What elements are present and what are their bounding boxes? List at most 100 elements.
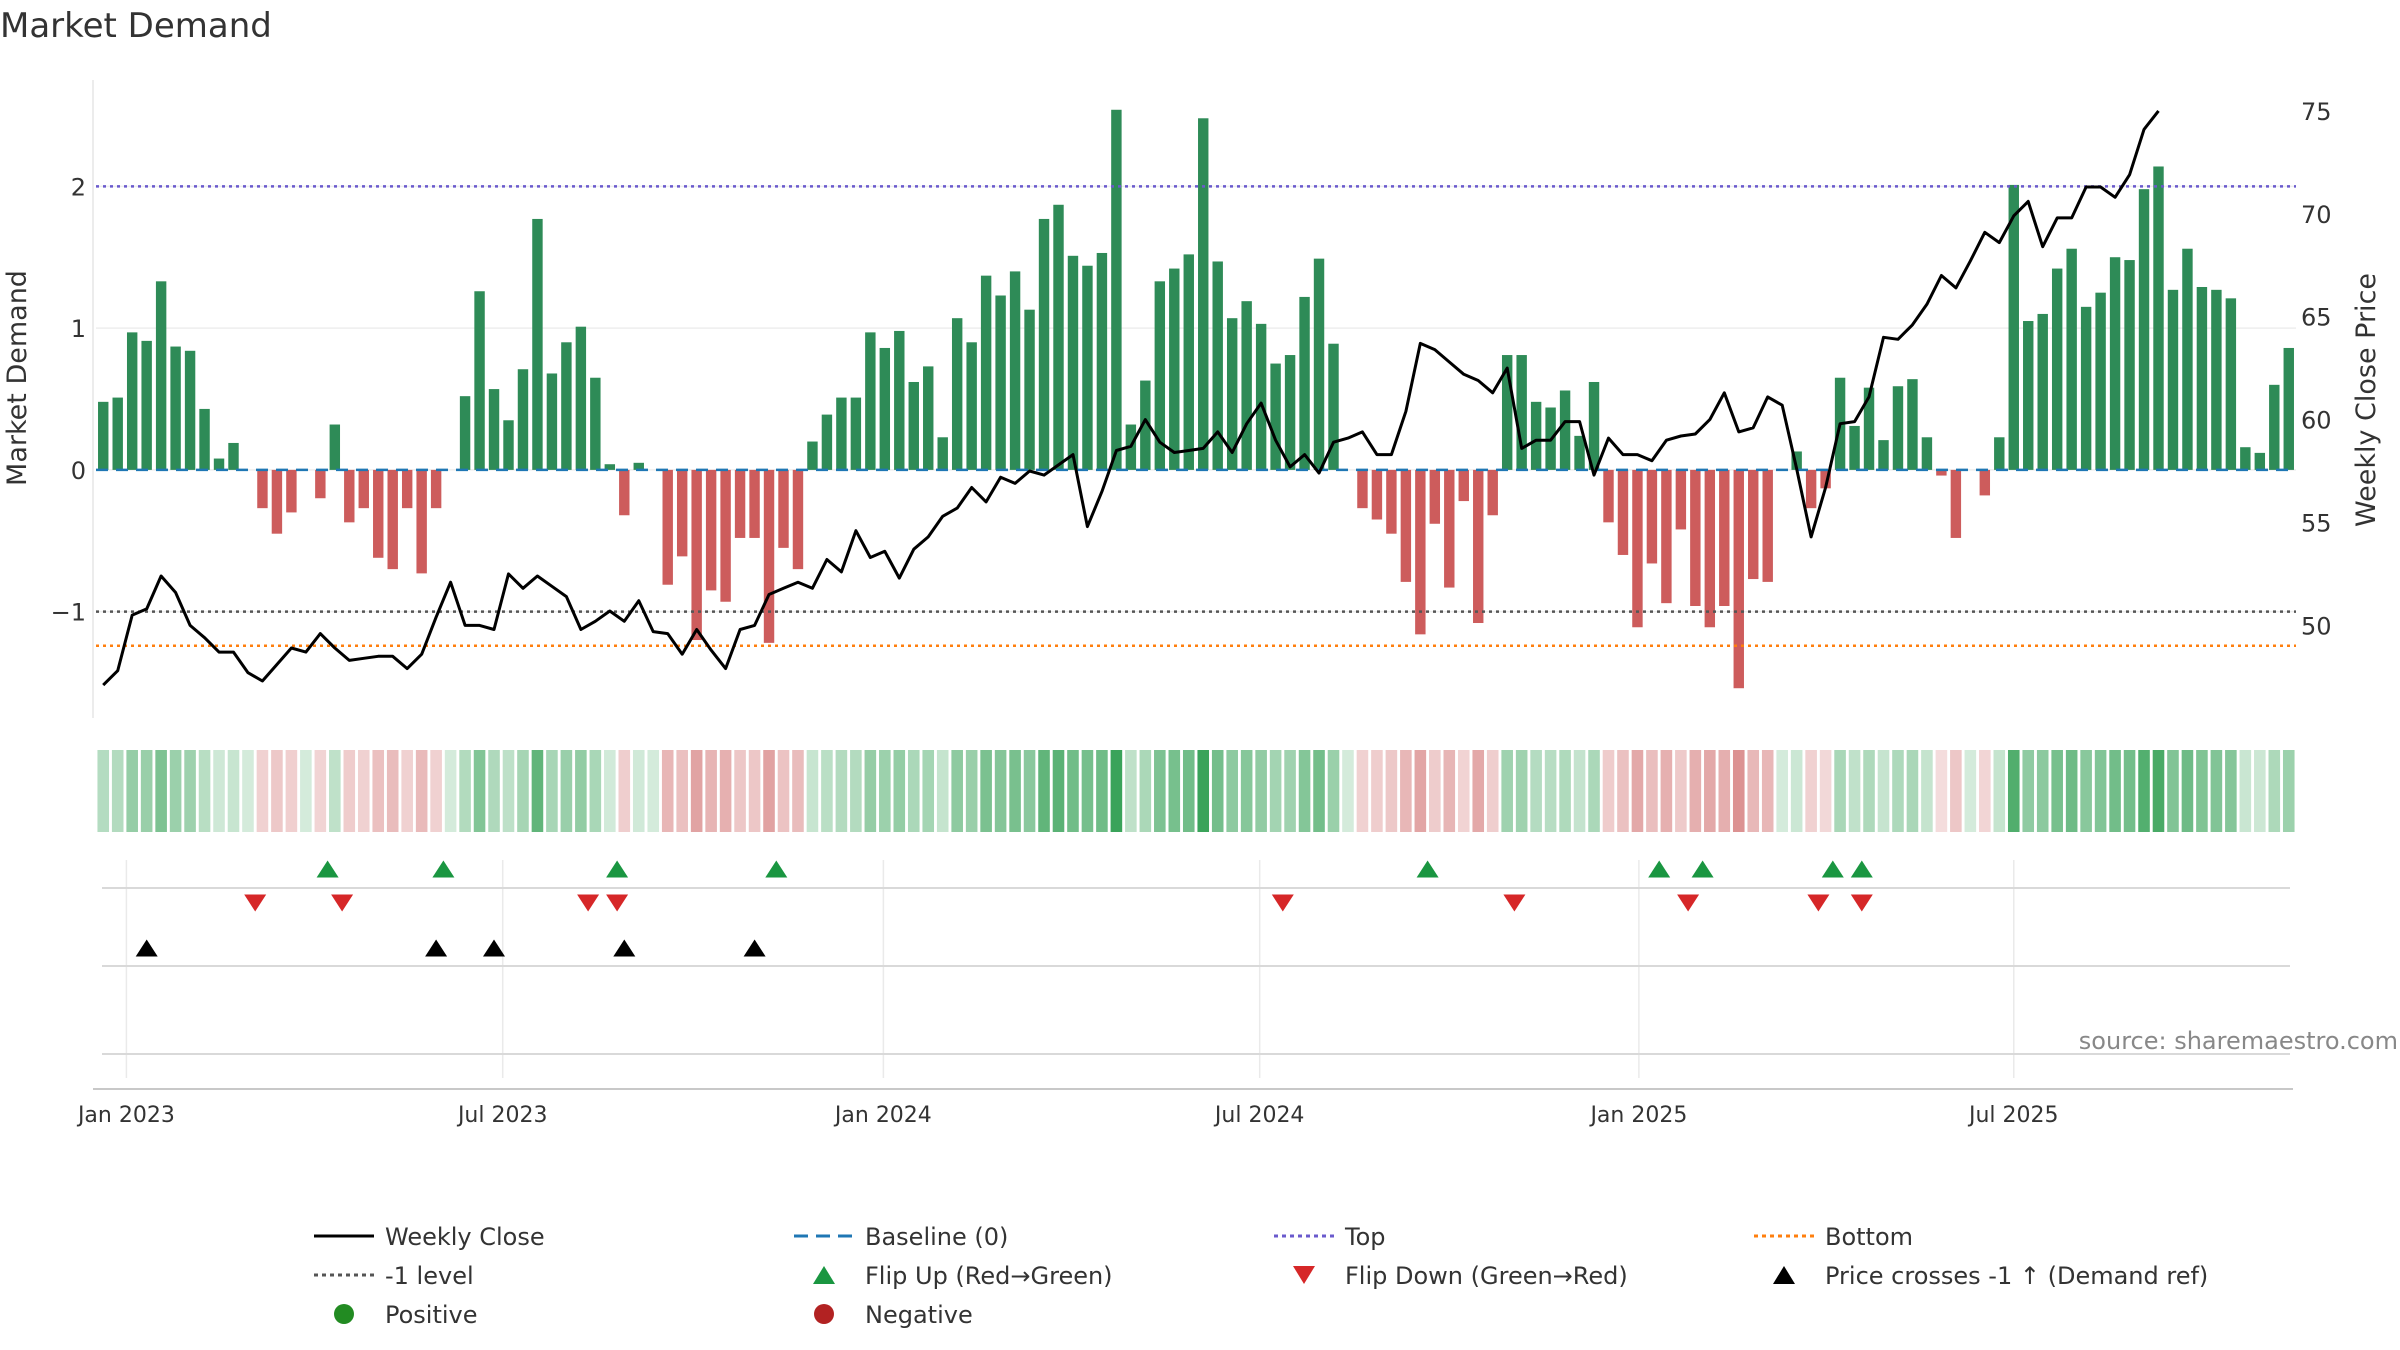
flip-up-marker	[606, 860, 629, 878]
demand-bar	[1646, 469, 1658, 564]
heat-cell	[748, 750, 761, 832]
demand-bar	[575, 326, 587, 470]
flip-up-marker	[432, 860, 455, 878]
legend-swatch	[813, 1266, 835, 1284]
y-tick-label: 2	[71, 173, 86, 201]
heat-cell	[864, 750, 877, 832]
demand-bar	[1487, 469, 1498, 516]
heat-cell	[1834, 750, 1846, 832]
heat-cell	[1125, 750, 1137, 832]
demand-bar	[488, 389, 500, 470]
heat-cell	[444, 750, 457, 832]
demand-bar	[2008, 184, 2019, 470]
heat-cell	[1921, 750, 1933, 832]
demand-bar	[1690, 469, 1701, 606]
heat-cell	[821, 750, 833, 832]
heat-cell	[1385, 750, 1398, 832]
heat-cell	[1327, 750, 1340, 832]
demand-bar	[2254, 452, 2266, 470]
demand-bar	[937, 437, 948, 470]
demand-bar	[1849, 425, 1860, 470]
demand-bar	[1386, 469, 1397, 534]
heat-cell	[1863, 750, 1875, 832]
heat-cell	[1096, 750, 1108, 832]
demand-bar	[879, 347, 891, 470]
source-label: source: sharemaestro.com	[2079, 1027, 2398, 1055]
flip-down-marker	[1850, 894, 1873, 912]
demand-bar	[1212, 261, 1223, 470]
demand-bar	[1603, 469, 1614, 523]
heat-cell	[2254, 750, 2266, 832]
demand-bar	[1559, 390, 1571, 470]
legend-label: Top	[1344, 1223, 1386, 1251]
demand-bar	[792, 469, 804, 570]
heat-cell	[1848, 750, 1861, 832]
demand-bar	[546, 373, 558, 470]
heat-cell	[705, 750, 717, 832]
heat-cell	[126, 750, 138, 832]
demand-bar	[662, 469, 673, 585]
demand-bar	[459, 396, 471, 470]
heat-cell	[1429, 750, 1441, 832]
demand-bar	[1313, 258, 1325, 470]
demand-bar	[2066, 248, 2077, 470]
demand-bar	[401, 469, 413, 509]
demand-bar	[865, 332, 876, 470]
gridlines	[96, 185, 2296, 1078]
demand-bar	[2023, 321, 2034, 470]
demand-bar	[1675, 469, 1687, 530]
heat-cell	[907, 750, 920, 832]
heat-cell	[198, 750, 211, 832]
demand-bar	[1950, 469, 1962, 538]
heat-cell	[1979, 750, 1991, 832]
demand-bar	[691, 469, 702, 641]
heat-cell	[1371, 750, 1383, 832]
flip-down-marker	[577, 894, 600, 912]
heat-cell	[1993, 750, 2006, 832]
demand-bar	[257, 469, 268, 509]
demand-bar	[908, 381, 919, 470]
demand-bar	[951, 318, 963, 470]
price-cross-marker	[483, 939, 505, 957]
demand-bar	[1820, 469, 1831, 489]
demand-bar	[850, 397, 862, 470]
heat-cell	[155, 750, 167, 832]
heat-cell	[1443, 750, 1456, 832]
demand-bar	[517, 369, 529, 470]
heat-cell	[1935, 750, 1948, 832]
demand-bar	[1140, 380, 1151, 470]
demand-bar	[1154, 281, 1166, 470]
heat-cell	[517, 750, 529, 832]
heat-cell	[835, 750, 848, 832]
demand-bar	[2196, 286, 2208, 470]
demand-bar	[199, 408, 210, 470]
demand-bar	[2037, 313, 2048, 470]
demand-bar	[1255, 323, 1267, 470]
heat-cell	[1255, 750, 1267, 832]
heat-cell	[1052, 750, 1065, 832]
demand-bar	[1444, 469, 1455, 588]
demand-bar	[1921, 437, 1933, 470]
demand-bar	[604, 464, 616, 470]
heat-cell	[676, 750, 688, 832]
demand-bar	[1907, 379, 1918, 470]
flip-down-marker	[244, 894, 267, 912]
heat-cell	[2152, 750, 2165, 832]
legend-label: Weekly Close	[385, 1223, 545, 1251]
heat-cell	[140, 750, 153, 832]
heat-cell	[589, 750, 602, 832]
heat-cell	[2210, 750, 2223, 832]
demand-bar	[1038, 218, 1050, 470]
price-cross-marker	[135, 939, 158, 957]
demand-bar	[1270, 363, 1281, 470]
heat-cell	[719, 750, 732, 832]
demand-bar	[836, 397, 847, 470]
demand-bar	[532, 218, 543, 470]
heat-cell	[1313, 750, 1325, 832]
heat-cell	[763, 750, 775, 832]
demand-bar	[358, 469, 369, 509]
heat-cell	[271, 750, 283, 832]
heat-cell	[1457, 750, 1470, 832]
reference-lines	[96, 185, 2296, 647]
